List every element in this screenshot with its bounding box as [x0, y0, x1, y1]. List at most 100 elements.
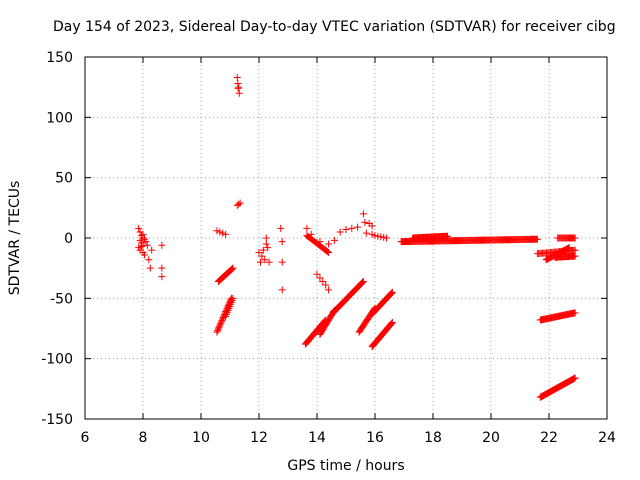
data-point	[255, 248, 263, 256]
data-point	[368, 230, 376, 238]
y-axis-label: SDTVAR / TECUs	[7, 181, 23, 296]
data-point	[261, 256, 269, 264]
data-point	[380, 233, 388, 241]
data-point	[359, 210, 367, 218]
data-point	[342, 226, 350, 234]
data-point	[303, 224, 311, 232]
data-point	[325, 240, 333, 248]
x-tick-label: 14	[308, 430, 326, 446]
data-point	[228, 265, 236, 273]
x-tick-label: 18	[424, 430, 442, 446]
data-point	[533, 235, 541, 243]
data-point	[571, 246, 579, 254]
data-point	[325, 248, 333, 256]
x-tick-label: 8	[139, 430, 148, 446]
data-point	[387, 320, 395, 328]
x-tick-label: 10	[192, 430, 210, 446]
data-point	[565, 244, 573, 252]
data-point	[388, 288, 396, 296]
data-point	[264, 244, 272, 252]
data-point	[359, 277, 367, 285]
data-point	[388, 318, 396, 326]
x-tick-label: 24	[598, 430, 616, 446]
y-tick-label: 50	[55, 171, 73, 187]
data-point	[222, 230, 230, 238]
y-axis: -150 -100 -50 0 50 100 150	[41, 50, 607, 428]
y-tick-label: -150	[41, 412, 73, 428]
data-point	[323, 248, 331, 256]
data-point	[215, 324, 223, 332]
data-point	[216, 321, 224, 329]
y-tick-label: -50	[50, 291, 73, 307]
y-tick-label: 150	[46, 50, 73, 66]
data-point	[216, 228, 224, 236]
data-point	[278, 286, 286, 294]
data-point	[571, 309, 579, 317]
data-point	[143, 241, 151, 249]
data-point	[158, 241, 166, 249]
x-axis-label: GPS time / hours	[287, 458, 404, 474]
data-point	[259, 246, 267, 254]
data-point	[215, 322, 223, 330]
data-point	[348, 224, 356, 232]
data-point	[371, 232, 379, 240]
data-point	[358, 279, 366, 287]
data-point	[387, 290, 395, 298]
data-point	[214, 325, 222, 333]
data-point	[277, 224, 285, 232]
x-axis: 6 8 10 12 14 16 18 20 22 24	[81, 57, 616, 446]
chart-title: Day 154 of 2023, Sidereal Day-to-day VTE…	[53, 19, 616, 35]
data-point	[336, 228, 344, 236]
data-point	[214, 327, 222, 335]
data-point	[258, 252, 266, 260]
data-point	[138, 242, 146, 250]
data-point	[235, 83, 243, 91]
data-point	[361, 218, 369, 226]
data-point	[377, 233, 385, 241]
data-point	[234, 84, 242, 92]
x-tick-label: 22	[540, 430, 558, 446]
data-point	[135, 224, 143, 232]
data-point	[262, 234, 270, 242]
data-point	[217, 319, 225, 327]
data-point	[362, 229, 370, 237]
data-point	[388, 319, 396, 327]
data-point	[571, 252, 579, 260]
data-point	[265, 258, 273, 266]
data-point	[148, 246, 156, 254]
data-point	[319, 277, 327, 285]
data-point	[213, 328, 221, 336]
data-point	[140, 251, 148, 259]
data-point	[213, 227, 221, 235]
data-point	[229, 294, 237, 302]
data-point	[383, 234, 391, 242]
data-point	[140, 235, 148, 243]
data-point	[368, 222, 376, 230]
data-point	[229, 264, 237, 272]
data-point	[262, 240, 270, 248]
y-tick-label: 100	[46, 110, 73, 126]
data-point	[325, 286, 333, 294]
data-point	[322, 281, 330, 289]
y-tick-label: 0	[64, 231, 73, 247]
data-point	[219, 229, 227, 237]
data-point	[316, 274, 324, 282]
data-point	[571, 374, 579, 382]
data-point	[278, 238, 286, 246]
data-point	[233, 74, 241, 82]
y-tick-label: -100	[41, 352, 73, 368]
data-point	[330, 236, 338, 244]
data-point	[388, 289, 396, 297]
data-point	[228, 265, 236, 273]
data-point	[354, 223, 362, 231]
x-tick-label: 16	[366, 430, 384, 446]
data-points	[135, 74, 579, 401]
data-point	[145, 256, 153, 264]
data-point	[139, 230, 147, 238]
data-point	[158, 264, 166, 272]
x-tick-label: 12	[250, 430, 268, 446]
data-point	[374, 232, 382, 240]
data-point	[313, 270, 321, 278]
data-point	[571, 234, 579, 242]
